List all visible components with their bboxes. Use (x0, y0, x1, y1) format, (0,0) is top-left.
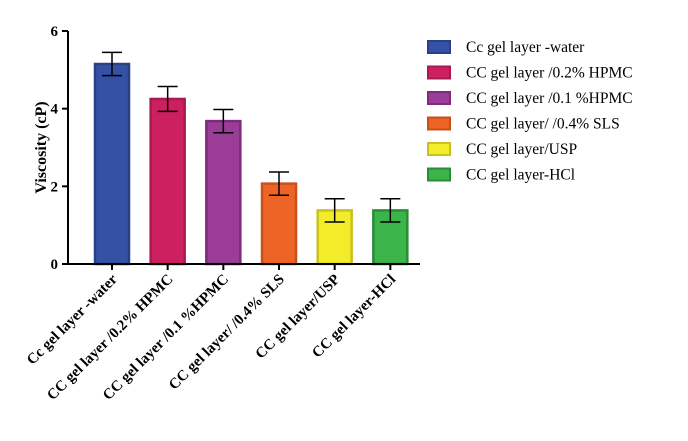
legend-swatch (427, 65, 451, 80)
y-tick-label: 4 (51, 102, 59, 118)
legend-label: CC gel layer /0.1 %HPMC (466, 90, 633, 107)
y-tick-label: 6 (51, 24, 59, 40)
legend-swatch (427, 40, 451, 54)
bar (205, 119, 242, 266)
legend: Cc gel layer -water CC gel layer /0.2% HP… (427, 39, 633, 184)
legend-label: CC gel layer/ /0.4% SLS (466, 116, 620, 133)
bars (93, 51, 409, 266)
legend-swatch (427, 116, 451, 131)
y-axis: 0 2 4 6 Viscosity (cP) (33, 24, 69, 273)
x-tick-label: Cc gel layer -water (24, 271, 121, 368)
legend-swatch (427, 91, 451, 105)
bar (316, 209, 353, 266)
legend-label: CC gel layer /0.2% HPMC (466, 65, 633, 82)
legend-label: CC gel layer-HCl (466, 167, 575, 184)
legend-label: Cc gel layer -water (466, 39, 585, 56)
legend-label: CC gel layer/USP (466, 141, 577, 158)
y-axis-title: Viscosity (cP) (33, 101, 50, 193)
bar (93, 62, 131, 266)
legend-swatch (427, 167, 451, 182)
y-tick-label: 0 (51, 257, 59, 273)
x-tick-label: CC gel layer/ /0.4% SLS (166, 272, 288, 394)
legend-swatch (427, 142, 451, 156)
bar (149, 97, 186, 266)
y-tick-label: 2 (51, 179, 59, 195)
